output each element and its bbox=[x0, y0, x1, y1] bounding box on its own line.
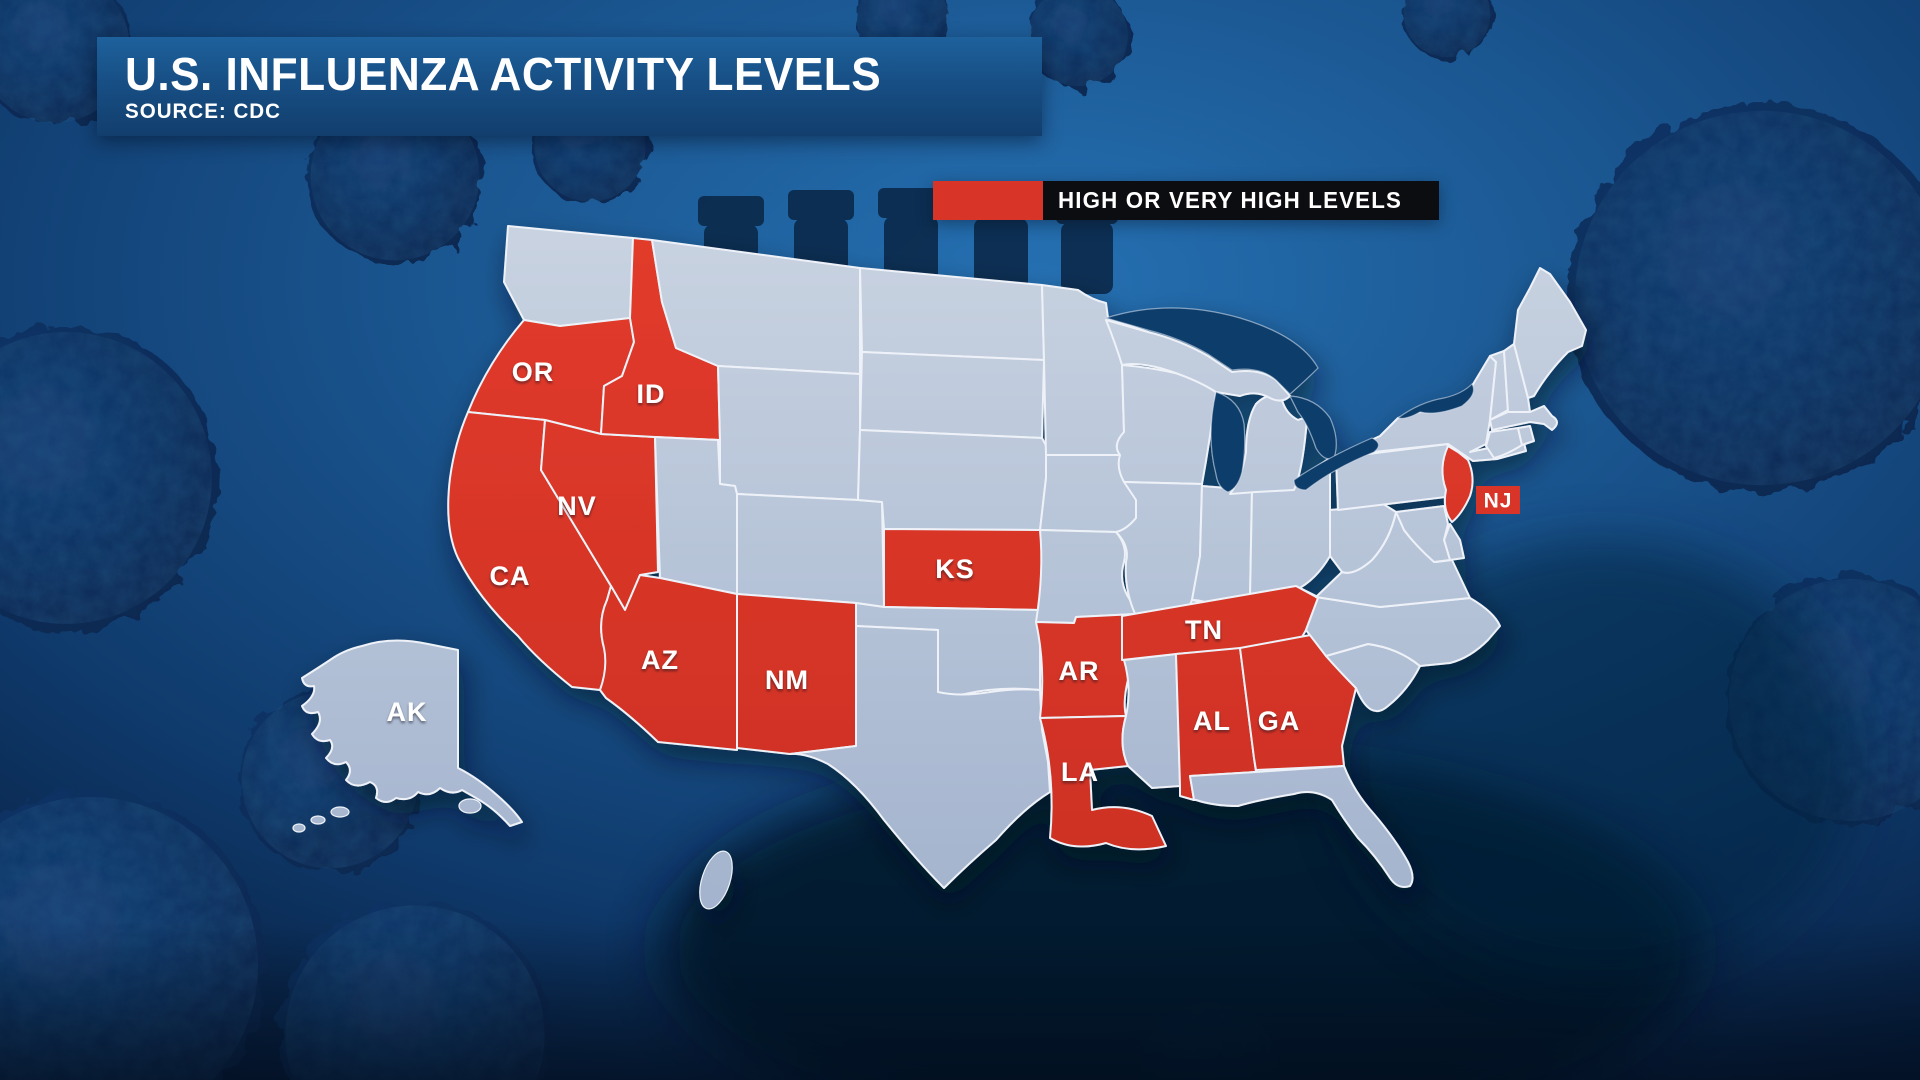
state-wa bbox=[503, 225, 634, 327]
us-map bbox=[292, 225, 1587, 910]
state-nh bbox=[1503, 343, 1531, 413]
vial-cap-icon bbox=[788, 190, 854, 220]
aleutian-island bbox=[310, 815, 326, 825]
legend-label-box: HIGH OR VERY HIGH LEVELS bbox=[1043, 181, 1439, 220]
state-wv bbox=[1329, 485, 1397, 574]
state-label-ks: KS bbox=[935, 554, 975, 584]
state-co bbox=[736, 493, 885, 608]
state-in bbox=[1191, 485, 1253, 612]
virus-sphere bbox=[1402, 0, 1492, 59]
source-credit: SOURCE: CDC bbox=[125, 99, 281, 123]
lake-erie bbox=[1293, 437, 1380, 491]
lake-ontario bbox=[1396, 383, 1475, 419]
state-me bbox=[1513, 267, 1587, 399]
aleutian-island bbox=[330, 806, 350, 818]
state-label-ga: GA bbox=[1258, 706, 1301, 736]
state-label-nm: NM bbox=[765, 665, 809, 695]
state-az bbox=[599, 574, 738, 751]
state-nc bbox=[1305, 596, 1501, 667]
vial-cap-icon bbox=[878, 188, 944, 218]
vial-body bbox=[974, 218, 1028, 294]
nj-callout: NJ bbox=[1476, 486, 1520, 514]
state-label-or: OR bbox=[512, 357, 555, 387]
state-fl bbox=[1189, 765, 1414, 888]
virus-sphere bbox=[0, 326, 218, 630]
virus-sphere bbox=[1026, 0, 1130, 88]
state-label-id: ID bbox=[637, 379, 666, 409]
kodiak-island bbox=[458, 798, 482, 814]
state-label-ca: CA bbox=[490, 561, 531, 591]
state-tx bbox=[789, 625, 1051, 889]
state-label-la: LA bbox=[1061, 757, 1099, 787]
bottom-vignette bbox=[0, 920, 1920, 1080]
state-label-ar: AR bbox=[1059, 656, 1100, 686]
state-ms bbox=[1121, 653, 1181, 789]
state-wy bbox=[717, 365, 861, 501]
nj-callout-label: NJ bbox=[1484, 490, 1513, 513]
state-sd bbox=[859, 351, 1045, 439]
state-mi-upper bbox=[1105, 319, 1291, 402]
state-labels: OR ID NV CA AZ NM KS AR LA TN AL GA AK bbox=[387, 357, 1301, 787]
vial-body bbox=[1061, 222, 1113, 294]
state-label-al: AL bbox=[1193, 706, 1231, 736]
state-nj bbox=[1441, 445, 1474, 523]
state-label-tn: TN bbox=[1185, 615, 1223, 645]
state-ma bbox=[1489, 405, 1558, 431]
ak-panhandle-island bbox=[699, 850, 733, 910]
nj-callout-box bbox=[1476, 486, 1520, 514]
virus-sphere bbox=[1567, 103, 1920, 493]
lake-superior bbox=[1103, 307, 1319, 395]
state-ne bbox=[857, 429, 1051, 531]
state-label-nv: NV bbox=[557, 491, 597, 521]
title-banner: U.S. INFLUENZA ACTIVITY LEVELS SOURCE: C… bbox=[97, 37, 1042, 136]
legend-swatch bbox=[933, 181, 1043, 220]
lake-michigan bbox=[1210, 391, 1246, 493]
legend-label: HIGH OR VERY HIGH LEVELS bbox=[1058, 187, 1403, 213]
state-label-ak: AK bbox=[387, 697, 428, 727]
legend: HIGH OR VERY HIGH LEVELS bbox=[933, 181, 1439, 220]
page-title: U.S. INFLUENZA ACTIVITY LEVELS bbox=[125, 47, 882, 100]
vial-cap-icon bbox=[698, 196, 764, 226]
state-nd bbox=[859, 267, 1045, 361]
state-mo bbox=[1035, 529, 1137, 624]
state-ak bbox=[301, 639, 523, 827]
state-label-az: AZ bbox=[641, 645, 679, 675]
state-ri bbox=[1517, 425, 1535, 446]
state-md bbox=[1395, 505, 1451, 563]
aleutian-island bbox=[292, 823, 306, 833]
